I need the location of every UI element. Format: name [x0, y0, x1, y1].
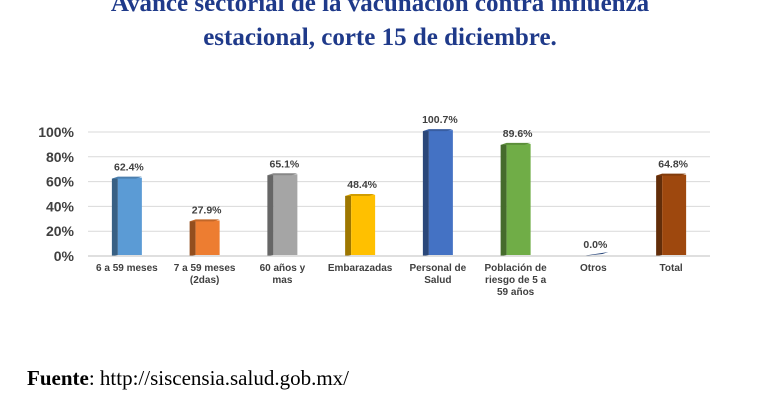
- bar-side: [422, 130, 429, 256]
- chart-title-line-1: Avance sectorial de la vacunación contra…: [110, 0, 650, 17]
- bar-side: [345, 194, 352, 256]
- x-tick-label: 60 años y mas: [260, 263, 306, 286]
- data-label: 64.8%: [658, 159, 688, 171]
- bar-side: [656, 174, 663, 256]
- bar-top: [111, 176, 142, 179]
- data-label: 62.4%: [114, 162, 144, 174]
- bar: [273, 174, 298, 255]
- x-tick-label: Otros: [580, 263, 607, 274]
- bar: [662, 174, 687, 255]
- bar-top: [267, 173, 298, 176]
- data-label: 0.0%: [583, 239, 608, 251]
- bar: [506, 143, 531, 255]
- bar-side: [500, 143, 507, 256]
- bar-top: [345, 193, 376, 196]
- source-label: Fuente: [27, 366, 89, 390]
- bar-chart: 0% 20% 40% 60% 80% 100% 62.4% 6 a 59 meses 27.9%…: [38, 114, 710, 298]
- y-tick-label: 100%: [38, 124, 74, 140]
- x-tick-label: Personal de Salud: [410, 263, 467, 286]
- x-tick-label-line: 59 años: [497, 287, 535, 298]
- x-tick-label-line: riesgo de 5 a: [485, 275, 547, 286]
- x-tick-label: 7 a 59 meses (2das): [174, 263, 236, 286]
- x-tick-label-line: (2das): [190, 275, 219, 286]
- x-tick-label-line: 6 a 59 meses: [96, 263, 158, 274]
- x-tick-label: Total: [660, 263, 683, 274]
- bar: [117, 177, 142, 255]
- bar: [428, 130, 453, 255]
- x-tick-label-line: 7 a 59 meses: [174, 263, 236, 274]
- x-tick-label-line: Otros: [580, 263, 607, 274]
- bar-side: [267, 174, 274, 256]
- x-tick-label-line: Salud: [424, 275, 451, 286]
- x-tick-label: Población de riesgo de 5 a 59 años: [485, 263, 548, 298]
- x-tick-label-line: Personal de: [410, 263, 467, 274]
- x-tick-label-line: Total: [660, 263, 683, 274]
- bar-side: [189, 220, 196, 256]
- bar-top: [422, 129, 453, 132]
- data-label: 65.1%: [269, 158, 299, 170]
- bar: [195, 220, 220, 255]
- bar-side: [111, 177, 118, 256]
- x-tick-label-line: mas: [272, 275, 292, 286]
- chart-title-line-2: estacional, corte 15 de diciembre.: [203, 24, 557, 51]
- x-tick-label-line: 60 años y: [260, 263, 306, 274]
- y-tick-label: 20%: [46, 223, 75, 239]
- x-tick-label: Embarazadas: [328, 263, 393, 274]
- x-tick-label-line: Población de: [485, 263, 548, 274]
- y-tick-label: 40%: [46, 198, 75, 214]
- data-label: 27.9%: [192, 204, 222, 216]
- data-label: 48.4%: [347, 179, 377, 191]
- bar-top: [656, 173, 687, 176]
- data-label: 89.6%: [503, 128, 533, 140]
- source-url: http://siscensia.salud.gob.mx/: [99, 366, 349, 390]
- y-tick-label: 80%: [46, 149, 75, 165]
- bar-top: [189, 219, 220, 222]
- x-tick-label: 6 a 59 meses: [96, 263, 158, 274]
- x-tick-label-line: Embarazadas: [328, 263, 393, 274]
- bar-top: [500, 142, 531, 145]
- data-label: 100.7%: [422, 114, 458, 126]
- y-tick-label: 60%: [46, 174, 75, 190]
- y-tick-label: 0%: [54, 248, 75, 264]
- bar: [351, 194, 376, 255]
- source-note: Fuente: http://siscensia.salud.gob.mx/: [27, 366, 349, 390]
